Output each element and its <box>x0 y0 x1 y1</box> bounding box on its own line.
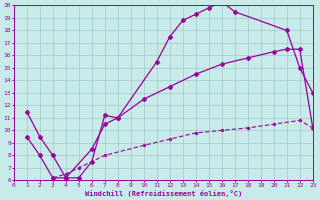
X-axis label: Windchill (Refroidissement éolien,°C): Windchill (Refroidissement éolien,°C) <box>84 190 242 197</box>
